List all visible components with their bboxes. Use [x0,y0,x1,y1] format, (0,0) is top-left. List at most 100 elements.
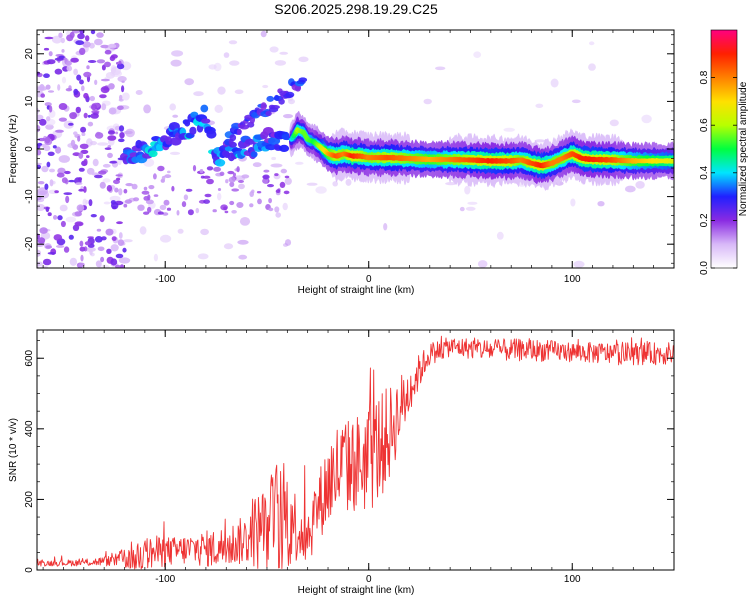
noise-blob [47,90,55,93]
noise-speckle [477,260,488,268]
noise-speckle [315,186,327,194]
spectrogram-y-tick-label: 0 [24,146,35,152]
noise-blob [70,139,76,147]
noise-blob [94,132,104,139]
noise-blob [141,190,150,195]
noise-speckle [208,64,217,70]
noise-blob [44,36,54,40]
noise-speckle [252,162,262,168]
branch-blob [201,118,211,124]
noise-speckle [172,114,179,118]
noise-speckle [37,203,46,212]
noise-speckle [535,103,544,109]
noise-blob [284,175,290,179]
noise-blob [75,40,85,46]
noise-speckle [40,265,49,268]
noise-blob [121,85,125,93]
snr-background [37,330,674,570]
snr-y-tick-label: 600 [24,349,35,366]
noise-blob [263,169,270,173]
noise-blob [58,103,68,110]
noise-blob [118,60,122,65]
snr-ylabel: SNR (10 * v/v) [8,418,19,482]
noise-blob [217,188,222,191]
noise-blob [121,80,125,83]
noise-blob [206,178,214,185]
noise-speckle [110,70,122,77]
noise-blob [110,258,118,266]
snr-y-tick-label: 200 [24,491,35,508]
noise-blob [117,105,124,111]
branch-blob [278,98,285,105]
noise-blob [275,189,281,194]
noise-blob [279,181,286,188]
noise-speckle [269,46,279,53]
noise-speckle [295,161,304,165]
noise-blob [57,167,66,175]
noise-blob [84,241,91,246]
noise-speckle [237,239,249,245]
noise-blob [97,246,105,252]
noise-speckle [609,119,619,127]
spectrogram-y-tick-label: 20 [24,48,35,60]
noise-blob [185,188,193,192]
noise-blob [40,93,45,98]
noise-blob [87,114,91,118]
noise-blob [73,88,79,95]
noise-blob [241,174,250,179]
noise-blob [256,191,262,194]
branch-blob [260,102,267,110]
noise-blob [119,132,125,139]
noise-blob [131,183,138,190]
noise-blob [99,181,106,189]
noise-blob [124,199,133,204]
noise-blob [268,207,274,212]
noise-blob [164,174,172,179]
noise-blob [106,185,113,192]
noise-blob [176,210,180,216]
noise-blob [107,152,113,159]
noise-speckle [229,60,240,66]
noise-blob [37,137,47,142]
noise-speckle [262,84,269,89]
noise-blob [37,181,45,185]
noise-speckle [503,127,515,132]
noise-blob [69,31,75,39]
noise-blob [157,211,164,215]
noise-blob [86,155,90,159]
noise-speckle [153,253,158,262]
noise-speckle [445,182,457,186]
branch-blob [298,77,308,83]
noise-speckle [102,178,111,183]
noise-blob [66,65,73,72]
noise-speckle [465,206,476,211]
noise-blob [167,170,171,174]
branch-blob [200,104,209,113]
noise-speckle [238,254,248,260]
noise-blob [79,47,86,56]
noise-blob [78,167,85,172]
noise-blob [115,174,123,177]
noise-speckle [298,56,309,63]
noise-blob [148,185,155,190]
noise-blob [157,165,165,172]
snr-panel: -100 0 100 0 200 400 600 Height of straight li… [8,329,675,596]
noise-blob [52,145,57,149]
noise-speckle [260,30,267,38]
noise-blob [63,246,70,253]
noise-blob [192,165,197,172]
noise-blob [94,79,98,86]
snr-line [37,335,674,570]
noise-speckle [467,201,478,205]
noise-blob [159,204,167,210]
noise-speckle [306,182,318,186]
noise-blob [54,68,63,75]
noise-blob [105,228,114,236]
spectrogram-y-tick-label: 10 [24,95,35,107]
noise-blob [65,195,70,204]
noise-blob [100,256,105,263]
noise-blob [100,78,110,82]
noise-blob [48,51,53,57]
noise-blob [43,47,50,51]
